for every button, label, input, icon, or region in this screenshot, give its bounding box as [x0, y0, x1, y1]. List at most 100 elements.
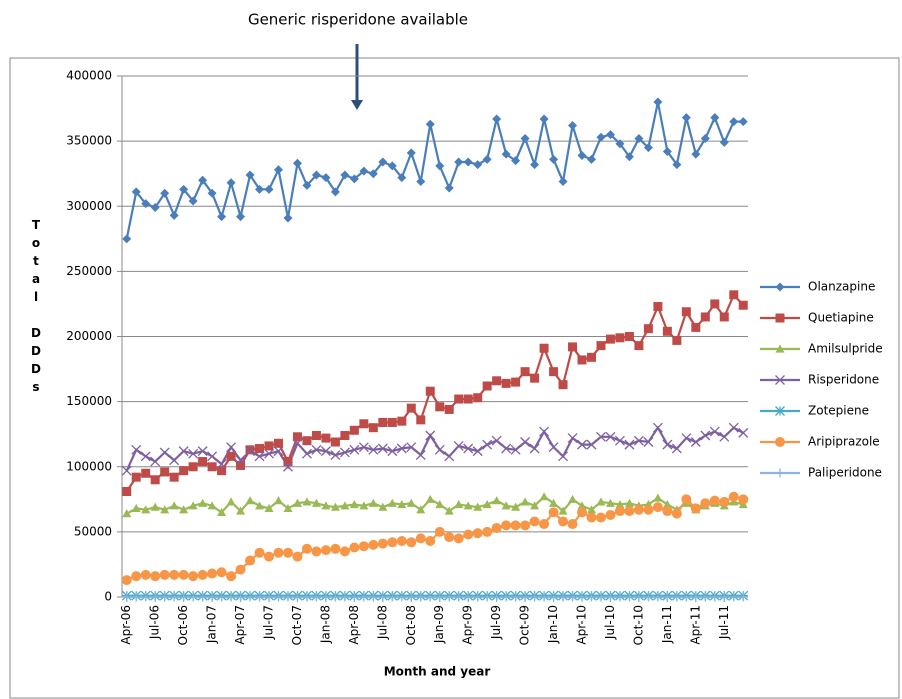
marker-shape — [197, 569, 208, 580]
marker — [453, 440, 464, 451]
marker — [368, 444, 379, 455]
marker — [473, 160, 483, 170]
x-tick-label: Jul-07 — [262, 605, 276, 640]
marker — [226, 571, 237, 582]
marker-shape — [558, 506, 568, 515]
y-axis-title: Total DDDs — [29, 218, 43, 398]
marker — [283, 457, 293, 467]
marker — [121, 575, 132, 586]
marker — [539, 114, 549, 124]
marker — [434, 444, 445, 455]
marker-shape — [539, 114, 549, 124]
marker — [738, 592, 748, 602]
marker — [217, 592, 227, 602]
marker-shape — [321, 433, 331, 443]
marker-shape — [349, 425, 359, 435]
series-line — [125, 425, 744, 472]
y-tick-label: 300000 — [66, 199, 112, 213]
marker-shape — [226, 178, 236, 188]
marker-shape — [549, 498, 559, 507]
marker — [349, 592, 359, 602]
marker — [473, 502, 483, 511]
marker — [406, 403, 416, 413]
marker-shape — [587, 505, 596, 514]
marker-shape — [198, 175, 208, 185]
marker — [482, 381, 492, 391]
x-tick-label: Jul-11 — [717, 605, 731, 640]
marker — [425, 430, 436, 441]
marker — [217, 212, 227, 222]
marker — [662, 439, 673, 450]
marker — [217, 507, 227, 516]
marker — [719, 137, 729, 147]
marker — [690, 503, 701, 514]
marker — [587, 352, 596, 362]
marker — [615, 592, 625, 602]
marker — [292, 551, 303, 562]
marker — [653, 592, 663, 602]
marker — [662, 326, 672, 336]
marker — [710, 299, 720, 309]
marker — [169, 501, 179, 510]
marker — [614, 435, 625, 446]
marker — [434, 526, 445, 537]
x-tick-label: Jul-06 — [148, 605, 162, 640]
y-tick-label: 150000 — [66, 394, 112, 408]
marker-shape — [245, 496, 255, 505]
marker — [605, 592, 615, 602]
marker-shape — [729, 117, 739, 127]
marker-shape — [302, 497, 312, 506]
marker — [671, 508, 682, 519]
marker — [681, 494, 692, 505]
marker-shape — [254, 547, 265, 558]
marker — [444, 592, 454, 602]
y-tick-label: 0 — [104, 590, 112, 604]
marker — [511, 592, 521, 602]
marker-shape — [358, 442, 369, 453]
marker-shape — [159, 447, 170, 458]
marker — [160, 188, 170, 198]
marker — [577, 439, 587, 450]
marker — [397, 592, 407, 602]
marker — [283, 461, 293, 472]
marker-shape — [586, 512, 597, 523]
y-tick-label: 250000 — [66, 264, 112, 278]
marker — [482, 526, 493, 537]
marker-shape — [567, 519, 578, 530]
marker-shape — [530, 501, 540, 510]
marker — [624, 506, 635, 517]
marker — [387, 446, 398, 457]
marker-shape — [775, 282, 785, 292]
marker — [378, 417, 388, 427]
marker — [349, 444, 360, 455]
marker — [520, 592, 530, 602]
marker-shape — [368, 169, 378, 179]
marker-shape — [207, 188, 217, 198]
marker-shape — [387, 161, 397, 171]
x-axis-title: Month and year — [384, 665, 491, 679]
marker-shape — [179, 505, 189, 514]
marker — [235, 455, 246, 466]
marker — [320, 545, 331, 556]
marker-shape — [568, 494, 578, 503]
marker-shape — [416, 177, 426, 187]
marker-shape — [539, 519, 550, 530]
marker-shape — [710, 299, 720, 309]
marker — [775, 375, 785, 385]
legend-label: Amilsulpride — [808, 342, 883, 356]
marker — [652, 422, 663, 433]
marker — [662, 500, 672, 509]
marker-shape — [634, 134, 644, 144]
marker-shape — [482, 500, 492, 509]
marker-shape — [501, 378, 511, 388]
marker — [729, 592, 739, 602]
marker-shape — [511, 377, 521, 387]
marker-shape — [320, 446, 331, 457]
marker-shape — [302, 436, 312, 446]
marker — [587, 154, 596, 164]
marker — [179, 466, 189, 476]
marker-shape — [264, 551, 275, 562]
x-tick-label: Jul-08 — [375, 605, 389, 640]
marker — [368, 539, 379, 550]
marker-shape — [274, 165, 283, 175]
